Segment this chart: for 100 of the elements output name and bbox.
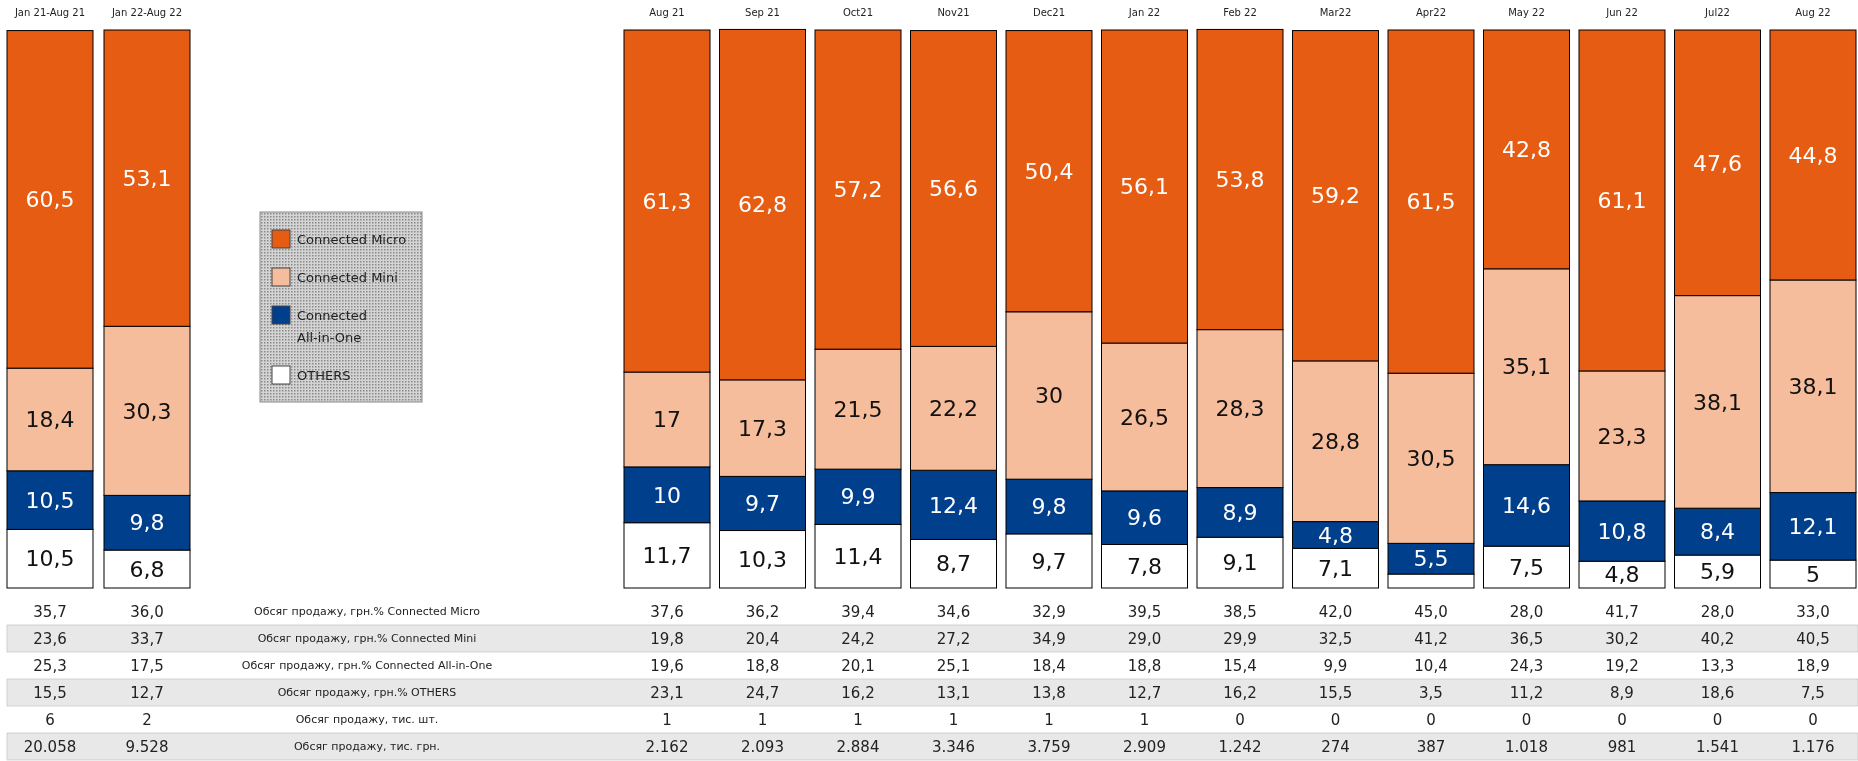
text: 41,7 [1605, 602, 1639, 621]
data-label: 38,1 [1788, 373, 1838, 399]
text: 20.058 [23, 737, 77, 756]
text: 387 [1416, 737, 1446, 756]
text: Обсяг продажу, тис. шт. [295, 713, 439, 727]
text: 0 [1712, 710, 1723, 729]
text: 11,2 [1509, 683, 1544, 702]
text: Connected Micro [297, 232, 407, 247]
text: 24,7 [745, 683, 780, 702]
data-label: 53,1 [122, 165, 172, 191]
data-label: 9,7 [1031, 548, 1067, 574]
x-tick-label: Feb 22 [1223, 7, 1257, 18]
data-label: 23,3 [1597, 423, 1647, 449]
text: 36,2 [745, 602, 780, 621]
data-label: 5,5 [1413, 546, 1449, 572]
text: 1.176 [1791, 737, 1835, 756]
data-label: 5 [1806, 561, 1820, 587]
text: Обсяг продажу, грн.% Connected Mini [257, 632, 477, 646]
text: Обсяг продажу, грн.% Connected Micro [254, 605, 481, 619]
text: 15,5 [33, 683, 67, 702]
text: 1.541 [1696, 737, 1739, 756]
text: 3.346 [932, 737, 975, 756]
text: 1.018 [1505, 737, 1548, 756]
text: 0 [1521, 710, 1532, 729]
text: 13,8 [1032, 683, 1066, 702]
x-tick-label: Apr22 [1415, 7, 1447, 18]
text: 24,3 [1509, 656, 1544, 675]
text: 1 [1139, 710, 1150, 729]
text: 29,9 [1223, 629, 1257, 648]
text: 25,1 [936, 656, 971, 675]
text: 19,2 [1605, 656, 1639, 675]
text: 20,4 [745, 629, 780, 648]
text: 30,2 [1605, 629, 1639, 648]
text: 37,6 [650, 602, 684, 621]
data-label: 35,1 [1502, 354, 1551, 380]
text: 0 [1808, 710, 1818, 729]
data-label: 59,2 [1311, 183, 1360, 209]
text: 12,7 [130, 683, 164, 702]
data-label: 5,9 [1700, 559, 1735, 585]
text: 29,0 [1127, 629, 1162, 648]
x-tick-label: May 22 [1508, 7, 1545, 18]
text: 35,7 [33, 602, 67, 621]
text: 32,9 [1032, 602, 1066, 621]
x-tick-label: Mar22 [1319, 7, 1352, 18]
text: 16,2 [1223, 683, 1257, 702]
data-label: 30 [1035, 383, 1063, 409]
text: 18,8 [745, 656, 780, 675]
text: 15,5 [1318, 683, 1353, 702]
text: 45,0 [1414, 602, 1448, 621]
text: 25,3 [33, 656, 67, 675]
x-tick-label: Nov21 [937, 7, 970, 18]
text: 20,1 [841, 656, 875, 675]
data-label: 56,6 [929, 176, 978, 202]
data-label: 61,5 [1406, 189, 1456, 215]
text: 28,0 [1509, 602, 1544, 621]
text: 38,5 [1223, 602, 1257, 621]
x-tick-label: Jul22 [1704, 7, 1730, 18]
text: 981 [1607, 737, 1637, 756]
text: 39,4 [841, 602, 875, 621]
text: 7,5 [1801, 683, 1825, 702]
text: 9.528 [125, 737, 169, 756]
x-tick-label: Sep 21 [745, 7, 780, 18]
x-tick-label: Jan 22-Aug 22 [110, 7, 183, 18]
data-label: 10,5 [25, 546, 75, 572]
data-label: 9,8 [1031, 494, 1067, 520]
data-label: 44,8 [1788, 142, 1838, 168]
data-label: 17 [653, 407, 681, 433]
x-tick-label: Jan 21-Aug 21 [13, 7, 86, 18]
data-label: 8,4 [1700, 519, 1735, 545]
text: 36,5 [1509, 629, 1544, 648]
text: 41,2 [1414, 629, 1448, 648]
data-label: 8,7 [936, 551, 971, 577]
data-label: 56,1 [1120, 174, 1169, 200]
data-label: 12,1 [1788, 514, 1838, 540]
data-label: 4,8 [1604, 562, 1640, 588]
text: 2 [142, 710, 152, 729]
text: 13,1 [936, 683, 971, 702]
text: 0 [1426, 710, 1436, 729]
text: 34,9 [1032, 629, 1066, 648]
legend-label: OTHERS [297, 368, 351, 383]
data-label: 61,1 [1597, 188, 1647, 214]
text: 23,6 [33, 629, 67, 648]
text: 3,5 [1419, 683, 1443, 702]
x-tick-label: Oct21 [842, 7, 874, 18]
text: 40,5 [1796, 629, 1830, 648]
text: 1 [948, 710, 959, 729]
text: Обсяг продажу, тис. грн. [293, 740, 441, 754]
text: 1 [662, 710, 672, 729]
text: 40,2 [1700, 629, 1735, 648]
text: 34,6 [936, 602, 971, 621]
data-label: 50,4 [1024, 158, 1074, 184]
data-label: 10,8 [1597, 518, 1647, 544]
data-label: 8,9 [1222, 500, 1258, 526]
text: Обсяг продажу, грн.% OTHERS [277, 686, 457, 700]
text: 18,4 [1032, 656, 1066, 675]
data-label: 10,5 [25, 487, 75, 513]
text: 9,9 [1323, 656, 1348, 675]
x-tick-label: Jun 22 [1605, 7, 1638, 18]
text: 8,9 [1610, 683, 1634, 702]
text: 33,0 [1796, 602, 1830, 621]
